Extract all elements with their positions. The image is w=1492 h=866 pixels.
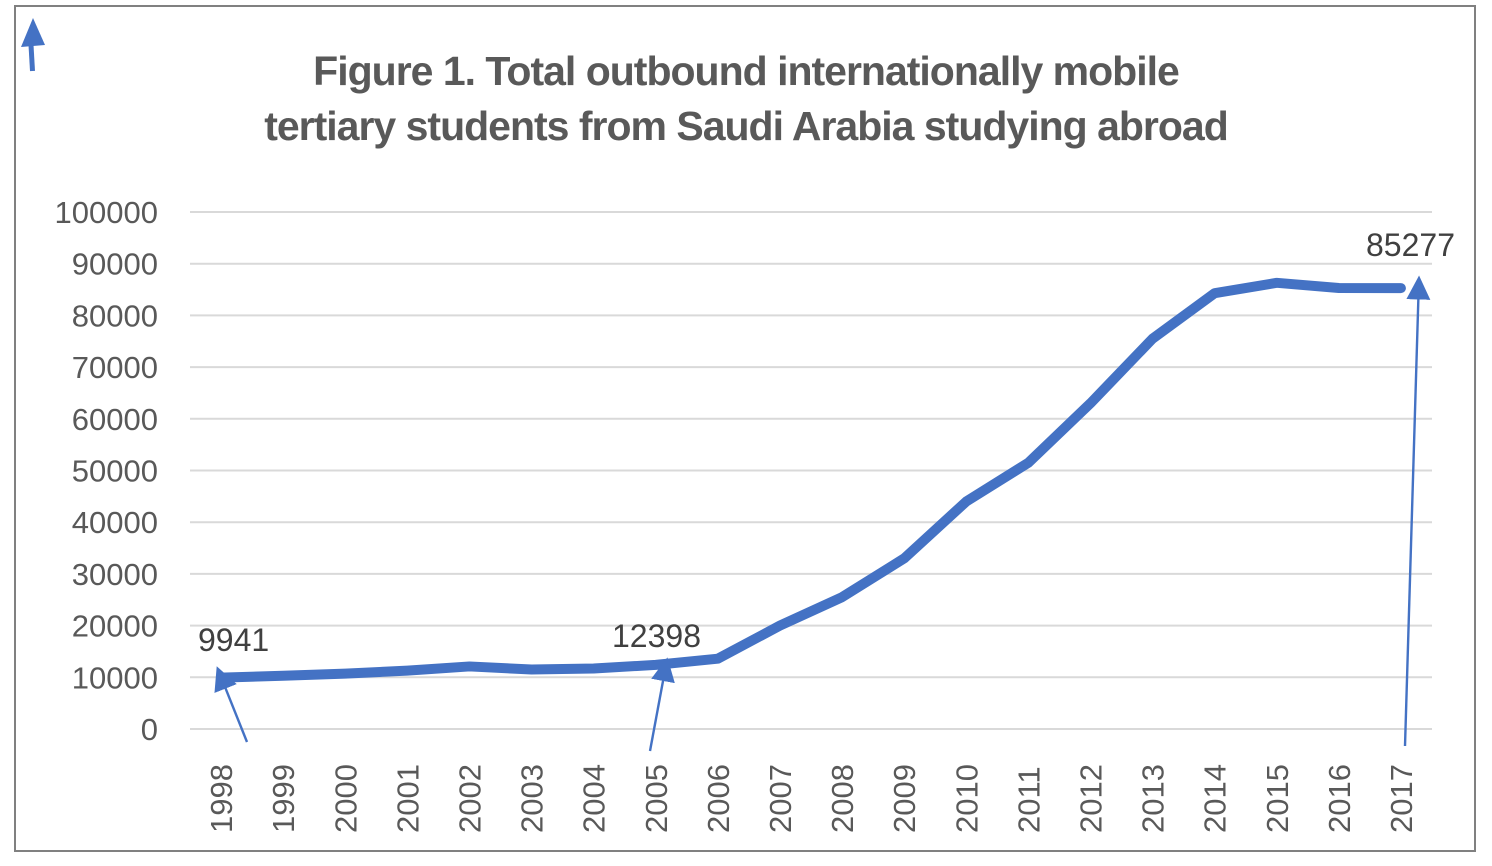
x-axis-tick-label: 2013: [1136, 764, 1171, 833]
y-axis-tick-labels: 1000009000080000700006000050000400003000…: [55, 195, 158, 747]
x-axis-tick-label: 2005: [639, 764, 674, 833]
x-axis-tick-labels: 1998 1999 2000 2001 2002 2003 2004 2005 2006 2007…: [204, 764, 1419, 833]
y-axis-tick-label: 50000: [72, 454, 158, 489]
up-arrow-icon: [21, 18, 45, 72]
y-axis-tick-label: 90000: [72, 247, 158, 282]
annotation-arrow: [1403, 275, 1431, 747]
x-axis-tick-label: 2002: [452, 764, 487, 833]
x-axis-tick-label: 2008: [825, 764, 860, 833]
annotation-arrow: [214, 666, 249, 743]
x-axis-tick-label: 2006: [701, 764, 736, 833]
y-axis-tick-label: 20000: [72, 609, 158, 644]
x-axis-tick-label: 2011: [1011, 766, 1046, 833]
y-axis-tick-label: 30000: [72, 557, 158, 592]
x-axis-tick-label: 2001: [390, 764, 425, 833]
annotation-label: 9941: [198, 622, 269, 658]
x-axis-tick-label: 2007: [763, 764, 798, 833]
annotation-arrow: [648, 657, 675, 752]
x-axis-tick-label: 2017: [1384, 764, 1419, 833]
chart-title-line1: Figure 1. Total outbound internationally…: [313, 48, 1180, 94]
y-axis-tick-label: 40000: [72, 505, 158, 540]
annotation-label: 12398: [612, 618, 701, 654]
x-axis-tick-label: 2009: [887, 764, 922, 833]
annotations: 9941 12398 85277: [198, 227, 1455, 752]
y-axis-tick-label: 100000: [55, 195, 158, 230]
x-axis-tick-label: 2012: [1073, 764, 1108, 833]
data-series: [216, 277, 1406, 683]
y-axis-tick-label: 0: [141, 712, 158, 747]
x-axis-tick-label: 2003: [515, 764, 550, 833]
y-axis-tick-label: 10000: [72, 660, 158, 695]
x-axis-tick-label: 2016: [1322, 764, 1357, 833]
data-series-line: [216, 277, 1406, 683]
y-axis-tick-label: 80000: [72, 298, 158, 333]
y-axis-tick-label: 70000: [72, 350, 158, 385]
x-axis-tick-label: 1999: [266, 764, 301, 833]
chart-frame-border: [14, 5, 1476, 852]
x-axis-tick-label: 2000: [328, 764, 363, 833]
chart-title-line2: tertiary students from Saudi Arabia stud…: [264, 103, 1229, 149]
x-axis-tick-label: 2015: [1260, 764, 1295, 833]
gridlines: [190, 211, 1432, 730]
x-axis-tick-label: 2004: [577, 764, 612, 833]
x-axis-tick-label: 1998: [204, 764, 239, 833]
x-axis-tick-label: 2010: [949, 764, 984, 833]
y-axis-tick-label: 60000: [72, 402, 158, 437]
annotation-label: 85277: [1366, 227, 1455, 263]
x-axis-tick-label: 2014: [1198, 764, 1233, 833]
chart-title: Figure 1. Total outbound internationally…: [15, 44, 1477, 154]
